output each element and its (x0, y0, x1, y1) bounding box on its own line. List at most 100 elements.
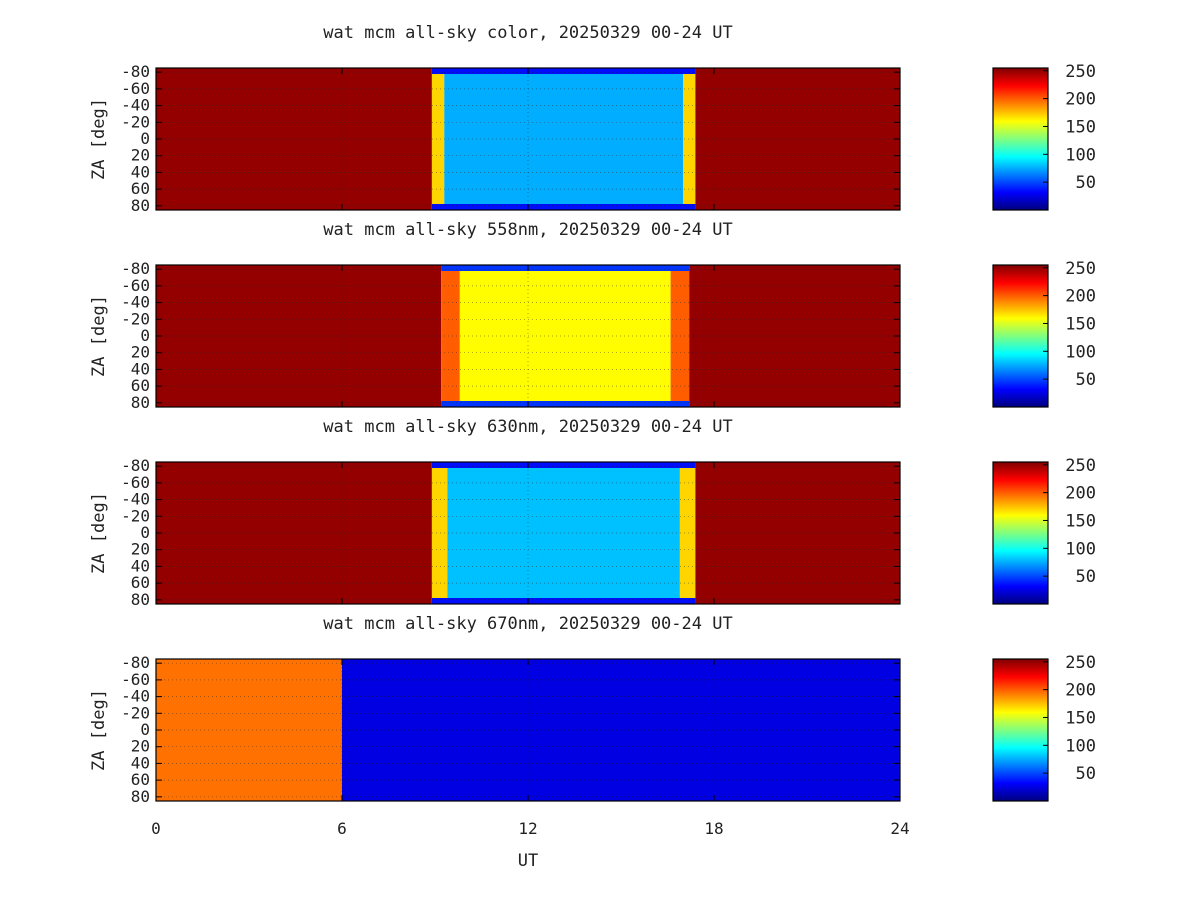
edge-band-bottom (431, 598, 696, 604)
colorbar-gradient (992, 67, 1049, 211)
panel-4: wat mcm all-sky 670nm, 20250329 00-24 UT… (89, 614, 1096, 838)
heatmap-region (441, 265, 460, 407)
y-tick-label: -60 (121, 473, 150, 492)
colorbar-tick-label: 150 (1065, 511, 1096, 531)
y-tick-label: 40 (131, 359, 150, 378)
heatmap-region (695, 462, 900, 604)
y-tick-label: -40 (121, 490, 150, 509)
colorbar-tick-label: 200 (1065, 287, 1096, 307)
y-tick-label: -60 (121, 79, 150, 98)
y-tick-label: 80 (131, 787, 150, 806)
panel-title: wat mcm all-sky 558nm, 20250329 00-24 UT (323, 220, 732, 240)
colorbar-tick-label: 200 (1065, 681, 1096, 701)
heatmap-region (156, 68, 432, 210)
y-axis-label: ZA [deg] (89, 492, 109, 574)
edge-band-top (431, 68, 696, 74)
x-tick-label: 0 (151, 819, 161, 838)
colorbar-tick-label: 100 (1065, 539, 1096, 559)
y-tick-label: 0 (140, 523, 150, 542)
y-axis-label: ZA [deg] (89, 98, 109, 180)
y-tick-label: -20 (121, 703, 150, 722)
panel-title: wat mcm all-sky 670nm, 20250329 00-24 UT (323, 614, 732, 634)
panel-1: wat mcm all-sky color, 20250329 00-24 UT… (89, 23, 1096, 215)
y-tick-label: 20 (131, 737, 150, 756)
y-axis-label: ZA [deg] (89, 689, 109, 771)
heatmap-region (695, 68, 900, 210)
colorbar-tick-label: 250 (1065, 259, 1096, 279)
colorbar-tick-label: 50 (1076, 567, 1096, 587)
y-tick-label: 60 (131, 770, 150, 789)
heatmap-region (459, 265, 671, 407)
heatmap-region (156, 265, 442, 407)
y-tick-label: 0 (140, 326, 150, 345)
colorbar-gradient (992, 658, 1049, 802)
panel-title: wat mcm all-sky color, 20250329 00-24 UT (323, 23, 732, 43)
y-tick-label: 20 (131, 146, 150, 165)
heatmap-region (679, 462, 696, 604)
colorbar-tick-label: 200 (1065, 484, 1096, 504)
colorbar-tick-label: 150 (1065, 708, 1096, 728)
y-tick-label: 80 (131, 393, 150, 412)
panel-2: wat mcm all-sky 558nm, 20250329 00-24 UT… (89, 220, 1096, 412)
y-tick-label: 40 (131, 753, 150, 772)
y-tick-label: 60 (131, 179, 150, 198)
colorbar-tick-label: 50 (1076, 173, 1096, 193)
y-tick-label: 20 (131, 540, 150, 559)
x-axis-label: UT (518, 851, 538, 871)
y-tick-label: 60 (131, 376, 150, 395)
y-tick-label: 0 (140, 720, 150, 739)
y-axis-label: ZA [deg] (89, 295, 109, 377)
y-tick-label: 20 (131, 343, 150, 362)
y-tick-label: -80 (121, 456, 150, 475)
colorbar-tick-label: 50 (1076, 764, 1096, 784)
heatmap-region (683, 68, 696, 210)
panel-title: wat mcm all-sky 630nm, 20250329 00-24 UT (323, 417, 732, 437)
y-tick-label: -20 (121, 309, 150, 328)
y-tick-label: 80 (131, 590, 150, 609)
heatmap-region (447, 462, 680, 604)
heatmap-region (431, 68, 445, 210)
x-tick-label: 12 (518, 819, 537, 838)
colorbar-tick-label: 100 (1065, 145, 1096, 165)
colorbar: 50 100 150 200 250 (992, 259, 1096, 408)
heatmap-region (670, 265, 690, 407)
y-tick-label: -20 (121, 506, 150, 525)
colorbar: 50 100 150 200 250 (992, 456, 1096, 605)
colorbar-tick-label: 250 (1065, 653, 1096, 673)
y-tick-label: -20 (121, 112, 150, 131)
edge-band-top (441, 265, 690, 271)
y-tick-label: -40 (121, 293, 150, 312)
edge-band-bottom (431, 204, 696, 210)
x-tick-label: 18 (704, 819, 723, 838)
heatmap-region (431, 462, 448, 604)
y-tick-label: 60 (131, 573, 150, 592)
y-tick-label: -80 (121, 62, 150, 81)
colorbar-tick-label: 150 (1065, 314, 1096, 334)
edge-band-bottom (441, 401, 690, 407)
colorbar-tick-label: 100 (1065, 342, 1096, 362)
y-tick-label: 40 (131, 162, 150, 181)
colorbar-tick-label: 100 (1065, 736, 1096, 756)
y-tick-label: -60 (121, 276, 150, 295)
y-tick-label: -60 (121, 670, 150, 689)
colorbar: 50 100 150 200 250 (992, 62, 1096, 211)
colorbar-tick-label: 250 (1065, 62, 1096, 82)
y-tick-label: 0 (140, 129, 150, 148)
panel-3: wat mcm all-sky 630nm, 20250329 00-24 UT… (89, 417, 1096, 609)
colorbar-tick-label: 50 (1076, 370, 1096, 390)
colorbar-gradient (992, 461, 1049, 605)
y-tick-label: -40 (121, 96, 150, 115)
edge-band-top (431, 462, 696, 468)
y-tick-label: -80 (121, 259, 150, 278)
colorbar-tick-label: 150 (1065, 117, 1096, 137)
x-tick-label: 24 (890, 819, 909, 838)
y-tick-label: 80 (131, 196, 150, 215)
colorbar: 50 100 150 200 250 (992, 653, 1096, 802)
x-tick-label: 6 (337, 819, 347, 838)
colorbar-tick-label: 200 (1065, 90, 1096, 110)
y-tick-label: -40 (121, 687, 150, 706)
colorbar-gradient (992, 264, 1049, 408)
y-tick-label: -80 (121, 653, 150, 672)
y-tick-label: 40 (131, 556, 150, 575)
